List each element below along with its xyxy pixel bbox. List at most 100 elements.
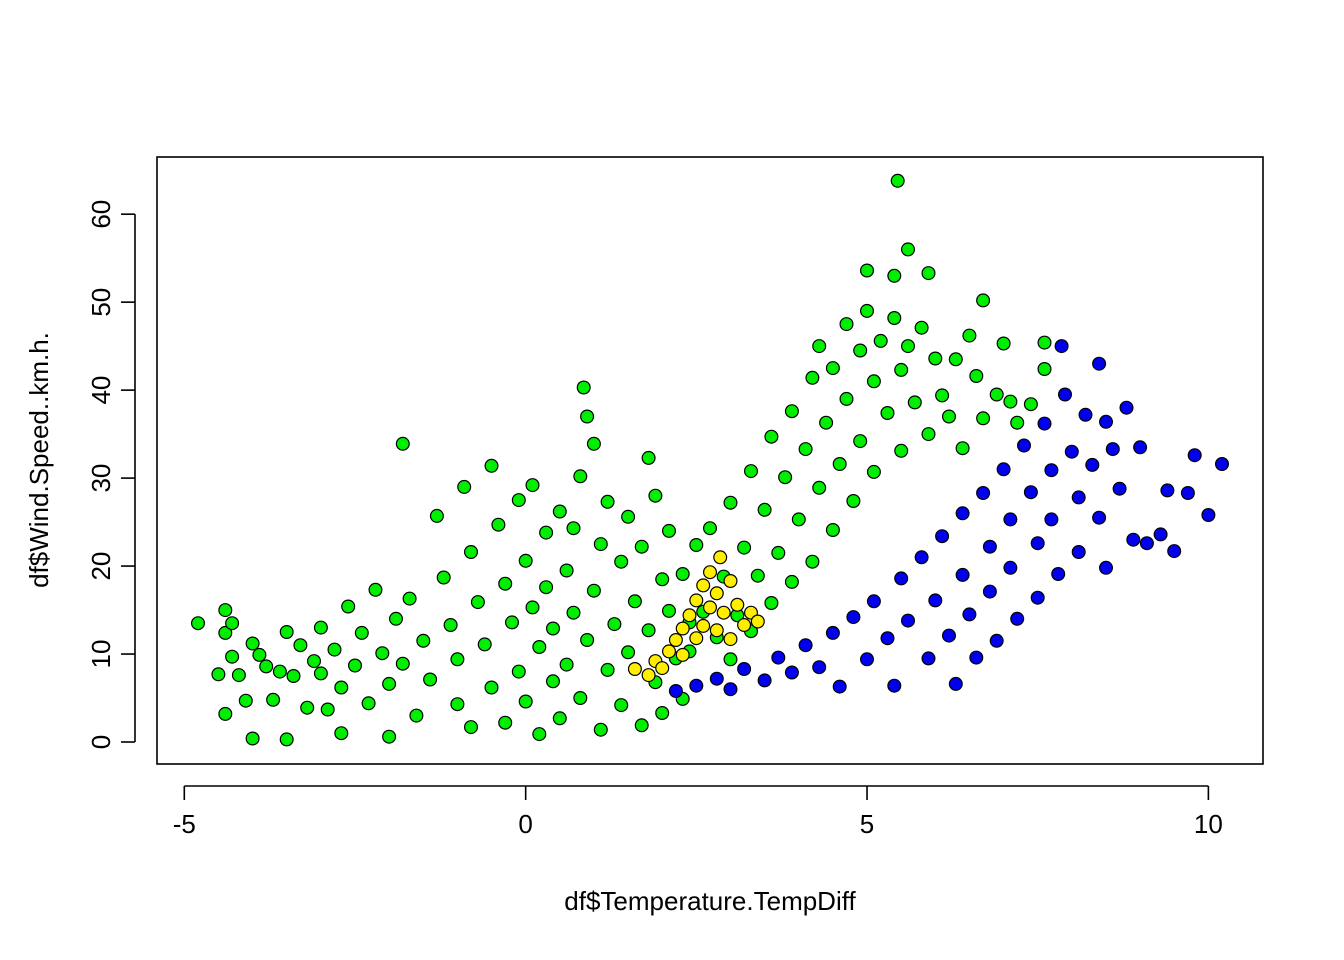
data-point-s0-36 [395,656,410,671]
data-point-s1-17 [894,571,909,586]
data-point-s0-69 [545,621,560,636]
data-point-s1-36 [1010,611,1025,626]
data-point-s0-91 [621,645,636,660]
data-point-s0-32 [375,646,390,661]
data-point-s0-42 [429,508,444,523]
data-point-s0-154 [900,339,915,354]
data-point-s0-138 [839,391,854,406]
data-point-s0-125 [784,404,799,419]
data-point-s0-162 [948,352,963,367]
data-point-s1-43 [1044,512,1059,527]
data-point-s2-15 [709,623,724,638]
data-point-s1-5 [757,673,772,688]
data-point-s0-122 [764,595,779,610]
data-point-s0-2 [218,603,233,618]
data-point-s0-102 [661,523,676,538]
data-point-s2-12 [696,578,711,593]
data-point-s1-12 [846,610,861,625]
data-point-s0-93 [634,718,649,733]
data-point-s1-61 [1139,536,1154,551]
data-point-s0-63 [525,478,540,493]
data-point-s2-11 [696,618,711,633]
data-point-s0-84 [593,722,608,737]
data-point-s1-29 [976,486,991,501]
data-point-s0-116 [737,540,752,555]
data-point-s2-9 [689,631,704,646]
data-point-s0-166 [976,293,991,308]
data-point-s2-17 [713,550,728,565]
data-point-s1-65 [1180,486,1195,501]
data-point-s0-45 [450,697,465,712]
data-point-s0-110 [702,521,717,536]
data-point-s0-34 [382,729,397,744]
x-tick-label: 10 [1194,809,1223,839]
data-point-s1-47 [1064,444,1079,459]
data-point-s0-136 [832,457,847,472]
data-point-s0-66 [539,525,554,540]
data-point-s1-32 [989,633,1004,648]
data-point-s2-10 [689,593,704,608]
data-point-s0-128 [798,442,813,457]
data-point-s1-48 [1071,490,1086,505]
data-point-s0-143 [859,263,874,278]
data-point-s0-159 [928,351,943,366]
data-point-s1-45 [1054,339,1069,354]
data-point-s1-53 [1092,356,1107,371]
data-point-s0-0 [191,616,206,631]
data-point-s0-144 [866,374,881,389]
data-point-s0-142 [859,303,874,318]
data-point-s1-9 [812,660,827,675]
data-point-s0-22 [313,666,328,681]
data-point-s0-173 [1037,362,1052,377]
data-point-s0-85 [600,662,615,677]
data-point-s2-13 [702,600,717,615]
data-point-s0-160 [935,388,950,403]
data-point-s0-72 [559,563,574,578]
data-point-s0-3 [218,625,233,640]
data-point-s0-68 [545,674,560,689]
data-point-s0-161 [941,409,956,424]
data-point-s1-50 [1078,407,1093,422]
data-point-s0-50 [470,595,485,610]
data-point-s1-37 [1016,438,1031,453]
data-point-s1-58 [1119,400,1134,415]
data-point-s1-42 [1044,463,1059,478]
data-point-s0-132 [812,339,827,354]
data-point-s0-123 [771,545,786,560]
data-point-s1-25 [955,506,970,521]
data-point-s0-126 [784,574,799,589]
data-point-s0-77 [573,469,588,484]
data-point-s0-60 [518,553,533,568]
data-point-s0-41 [423,672,438,687]
data-point-s1-51 [1085,457,1100,472]
data-point-s1-67 [1201,508,1216,523]
data-point-s0-145 [866,464,881,479]
y-tick-label: 40 [86,376,116,405]
data-point-s1-52 [1092,510,1107,525]
data-point-s0-96 [641,450,656,465]
data-point-s0-26 [334,726,349,741]
data-point-s0-27 [341,599,356,614]
data-point-s0-25 [334,680,349,695]
data-point-s0-153 [900,242,915,257]
data-point-s1-46 [1057,387,1072,402]
data-point-s0-79 [580,632,595,647]
data-point-s0-97 [648,488,663,503]
data-point-s0-171 [1010,415,1025,430]
data-point-s0-19 [300,700,315,715]
data-point-s0-40 [416,633,431,648]
data-point-s1-24 [948,676,963,691]
data-point-s1-10 [825,625,840,640]
data-point-s1-11 [832,679,847,694]
data-point-s1-30 [982,539,997,554]
data-point-s0-74 [566,605,581,620]
data-point-s0-53 [484,458,499,473]
data-point-s1-54 [1098,560,1113,575]
data-point-s0-105 [675,566,690,581]
data-point-s2-19 [723,573,738,588]
data-point-s0-46 [450,652,465,667]
data-point-s0-168 [989,387,1004,402]
data-point-s0-82 [586,436,601,451]
data-point-s0-134 [825,522,840,537]
data-point-s1-35 [1003,560,1018,575]
